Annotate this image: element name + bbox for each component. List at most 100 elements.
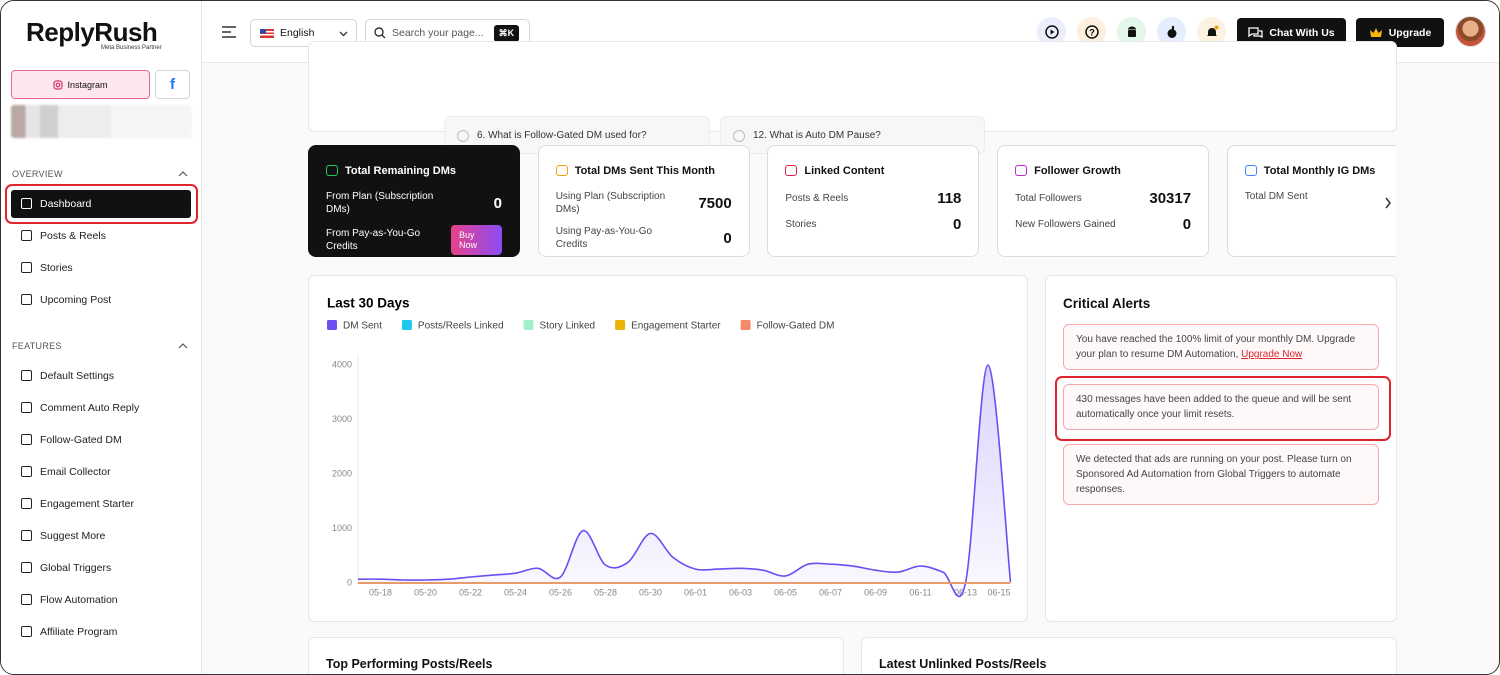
legend-swatch [740,320,751,330]
card-title-text: Linked Content [804,165,885,177]
section-title: OVERVIEW [12,169,63,179]
card-title: Total Monthly IG DMs [1244,165,1396,177]
stat-row: Posts & Reels 118 [785,186,961,212]
legend-swatch [523,320,534,330]
nav-item[interactable]: Posts & Reels [11,222,191,250]
stat-label: From Plan (Subscription DMs) [326,191,434,215]
stat-card: Total Monthly IG DMs Total DM Sent [1226,145,1396,257]
faq-panel: 6. What is Follow-Gated DM used for? 12.… [308,41,1397,154]
posts-panel: Top Performing Posts/Reels [308,637,844,674]
upgrade-label: Upgrade [1388,26,1432,39]
nav-item[interactable]: Global Triggers [11,554,191,582]
nav-icon [21,230,32,241]
stat-row: Stories 0 [785,212,961,238]
alert-text: 430 messages have been added to the queu… [1076,394,1352,420]
flag-icon [260,28,274,38]
menu-toggle[interactable] [222,26,236,38]
nav-label: Suggest More [40,530,106,542]
instagram-tab[interactable]: Instagram [11,70,150,99]
x-tick-label: 06-11 [909,587,931,597]
stat-label: Using Plan (Subscription DMs) [555,191,666,215]
legend-swatch [327,320,337,330]
card-title-text: Total DMs Sent This Month [574,165,716,177]
stat-label: Posts & Reels [785,193,849,204]
chat-label: Chat With Us [1269,26,1335,39]
nav-item[interactable]: Engagement Starter [11,490,191,518]
facebook-tab[interactable]: f [155,70,190,99]
search-box[interactable]: Search your page... ⌘K [365,19,530,47]
stat-row: From Plan (Subscription DMs) 0 [326,186,502,221]
legend-label: Follow-Gated DM [757,321,835,332]
nav-icon [21,370,32,381]
stat-label: Using Pay-as-You-Go Credits [555,226,653,250]
card-title: Total Remaining DMs [326,165,502,177]
nav-icon [21,294,32,305]
language-label: English [280,27,315,39]
chart-title: Last 30 Days [327,296,410,311]
x-tick-label: 06-15 [987,587,1010,597]
card-title-text: Follower Growth [1034,165,1121,177]
alert-item: We detected that ads are running on your… [1063,444,1379,505]
collapse-chevron[interactable] [178,343,188,349]
scroll-arrow[interactable] [1384,197,1392,209]
card-title: Follower Growth [1015,165,1191,177]
stat-row: Total DM Sent [1245,186,1396,208]
instagram-icon [53,79,64,90]
nav-item[interactable]: Follow-Gated DM [11,426,191,454]
alert-link[interactable]: Upgrade Now [1241,349,1303,360]
chat-icon [1248,27,1264,39]
shortcut-key: ⌘K [493,24,520,42]
crown-icon [1369,28,1382,37]
stat-card: Total Remaining DMs From Plan (Subscripti… [308,145,520,257]
card-icon [1244,165,1257,176]
nav-icon [21,262,32,273]
brand-logo[interactable]: ReplyRush [26,17,158,47]
alert-item: You have reached the 100% limit of your … [1063,324,1379,370]
card-title-text: Total Remaining DMs [345,165,457,177]
y-tick-label: 1000 [332,523,352,533]
nav-item[interactable]: Affiliate Program [11,618,191,646]
search-icon [374,27,386,39]
section-title: FEATURES [12,341,62,351]
nav-item[interactable]: Suggest More [11,522,191,550]
alert-item: 430 messages have been added to the queu… [1063,384,1379,430]
nav-icon [21,594,32,605]
x-tick-label: 06-07 [819,587,842,597]
highlight-box [1055,376,1391,441]
nav-label: Stories [40,262,73,274]
nav-label: Upcoming Post [40,294,112,306]
x-tick-label: 06-01 [684,587,707,597]
nav-item[interactable]: Comment Auto Reply [11,394,191,422]
legend-swatch [401,320,412,330]
x-tick-label: 06-05 [774,587,797,597]
nav-item[interactable]: Stories [11,254,191,282]
x-tick-label: 06-03 [729,587,752,597]
nav-label: Global Triggers [40,562,112,574]
nav-item[interactable]: Dashboard [11,190,191,218]
language-select[interactable]: English [250,19,357,47]
nav-item[interactable]: Default Settings [11,362,191,390]
stat-value: 0 [493,194,502,212]
nav-item[interactable]: Flow Automation [11,586,191,614]
highlight-box [5,184,198,224]
buy-button[interactable]: Buy Now [450,225,502,255]
x-tick-label: 05-28 [594,587,617,597]
y-tick-label: 4000 [332,359,352,369]
nav-label: Comment Auto Reply [40,402,140,414]
nav-label: Default Settings [40,370,115,382]
legend-label: Engagement Starter [631,321,721,332]
legend-label: Posts/Reels Linked [418,321,504,332]
user-avatar[interactable] [1455,16,1486,47]
nav-item[interactable]: Email Collector [11,458,191,486]
nav-icon [21,530,32,541]
card-title: Total DMs Sent This Month [555,165,732,177]
x-tick-label: 05-22 [459,587,482,597]
stat-value: 118 [937,190,962,207]
panel-title: Top Performing Posts/Reels [326,657,493,671]
nav-item[interactable]: Upcoming Post [11,286,191,314]
card-title-text: Total Monthly IG DMs [1263,165,1376,177]
collapse-chevron[interactable] [178,171,188,177]
nav-icon [21,466,32,477]
x-tick-label: 05-18 [369,587,392,597]
